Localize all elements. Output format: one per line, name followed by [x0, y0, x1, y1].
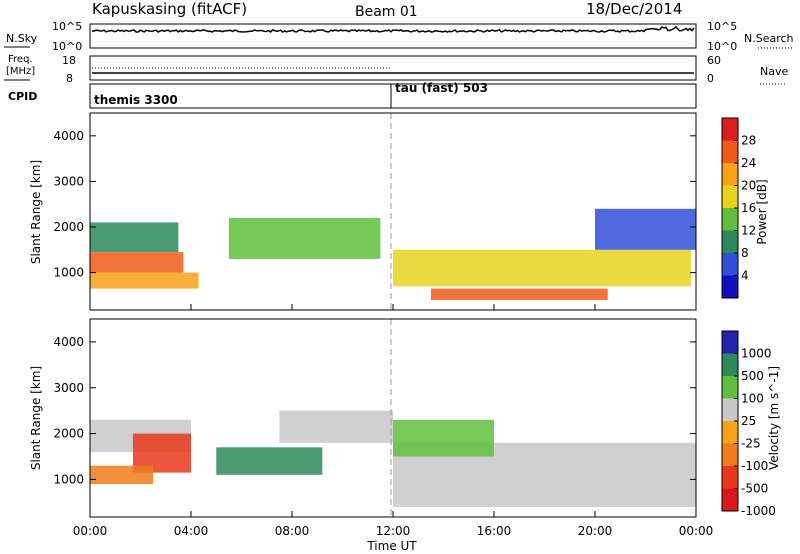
y-tick-label: 2000: [53, 220, 84, 234]
colorbar-tick-label: -100: [741, 459, 768, 473]
nave-tick-bottom: 0: [707, 72, 714, 85]
freq-label: Freq.: [8, 54, 33, 65]
colorbar-tick-label: 8: [741, 246, 749, 260]
power-data-marks: [90, 208, 696, 300]
velocity-y-ticks: 1000 2000 3000 4000: [53, 335, 696, 486]
power-region-3: [228, 217, 381, 259]
nsky-panel-frame: [89, 23, 697, 49]
cpid-mode-1: themis 3300: [94, 93, 178, 107]
cpid-panel-frame: [89, 83, 697, 109]
power-region-0: [90, 252, 184, 273]
y-tick-label: 4000: [53, 335, 84, 349]
velocity-colorbar: 1000 500 100 25 -25 -100 -500 -1000: [721, 330, 776, 518]
y-tick-label: 3000: [53, 381, 84, 395]
colorbar-segment: [722, 118, 738, 141]
station-title: Kapuskasing (fitACF): [92, 0, 247, 18]
freq-panel-frame: [89, 55, 697, 81]
colorbar-segment: [722, 421, 738, 444]
x-tick-label: 00:00: [73, 524, 108, 538]
colorbar-segment: [722, 185, 738, 208]
colorbar-tick-label: -500: [741, 482, 768, 496]
colorbar-tick-label: 28: [741, 134, 756, 148]
x-tick-label: 20:00: [578, 524, 613, 538]
nave-tick-top: 60: [707, 54, 721, 67]
colorbar-segment: [722, 398, 738, 421]
x-tick-label: 08:00: [275, 524, 310, 538]
colorbar-tick-label: 20: [741, 179, 756, 193]
velocity-data-marks: [90, 410, 696, 507]
nsearch-tick-top: 10^5: [707, 20, 737, 33]
y-tick-label: 2000: [53, 427, 84, 441]
cpid-label: CPID: [8, 90, 37, 103]
colorbar-tick-label: 500: [741, 369, 764, 383]
power-colorbar-label: Power [dB]: [755, 179, 769, 244]
power-region-5: [430, 288, 608, 300]
cpid-mode-2: tau (fast) 503: [395, 81, 488, 95]
colorbar-segment: [722, 353, 738, 376]
colorbar-tick-label: 12: [741, 224, 756, 238]
colorbar-segment: [722, 140, 738, 163]
time-axis-label: Time UT: [366, 539, 417, 553]
velocity-region-3: [216, 447, 323, 475]
beam-label: Beam 01: [355, 4, 418, 20]
freq-tick-top: 18: [62, 54, 76, 67]
velocity-region-4: [279, 410, 393, 443]
power-region-2: [90, 222, 179, 252]
colorbar-tick-label: 1000: [741, 347, 772, 361]
colorbar-segment: [722, 253, 738, 276]
velocity-region-6: [393, 419, 494, 457]
nsky-series-line: [91, 25, 695, 34]
y-tick-label: 1000: [53, 266, 84, 280]
power-panel: 1000 2000 3000 4000 Slant Range [km] 4 8 12 16…: [29, 112, 769, 311]
colorbar-tick-label: 16: [741, 201, 756, 215]
colorbar-segment: [722, 376, 738, 399]
velocity-colorbar-label: Velocity [m s^-1]: [767, 366, 781, 470]
power-region-4: [393, 249, 691, 287]
x-tick-label: 04:00: [174, 524, 209, 538]
x-tick-label: 12:00: [376, 524, 411, 538]
colorbar-tick-label: 100: [741, 392, 764, 406]
colorbar-tick-label: -1000: [741, 504, 776, 518]
power-region-6: [595, 208, 696, 250]
y-tick-label: 1000: [53, 472, 84, 486]
colorbar-tick-label: 4: [741, 269, 749, 283]
colorbar-segment: [722, 466, 738, 489]
nsky-tick-bottom: 10^0: [52, 40, 82, 53]
y-tick-label: 3000: [53, 174, 84, 188]
nave-label: Nave: [760, 65, 788, 78]
colorbar-segment: [722, 331, 738, 354]
x-tick-label: 16:00: [477, 524, 512, 538]
nsky-tick-top: 10^5: [52, 20, 82, 33]
power-colorbar: 4 8 12 16 20 24 28: [721, 117, 756, 299]
colorbar-tick-label: -25: [741, 437, 761, 451]
velocity-panel: 1000 2000 3000 4000 Slant Range [km] 1000 50…: [29, 318, 781, 518]
nsearch-label: N.Search: [744, 32, 794, 45]
colorbar-tick-label: 25: [741, 414, 756, 428]
nsky-label: N.Sky: [6, 32, 38, 45]
freq-unit-label: [MHz]: [6, 66, 35, 77]
colorbar-segment: [722, 443, 738, 466]
power-y-axis-label: Slant Range [km]: [29, 160, 43, 264]
time-axis-ticks: 00:00 04:00 08:00 12:00 16:00 20:00 00:00: [73, 304, 714, 538]
y-tick-label: 4000: [53, 129, 84, 143]
power-region-1: [90, 272, 199, 289]
colorbar-tick-label: 24: [741, 156, 756, 170]
velocity-region-2: [90, 465, 154, 484]
colorbar-segment: [722, 208, 738, 231]
colorbar-segment: [722, 275, 738, 298]
freq-tick-bottom: 8: [66, 72, 73, 85]
velocity-y-axis-label: Slant Range [km]: [29, 366, 43, 470]
x-tick-label: 00:00: [679, 524, 714, 538]
colorbar-segment: [722, 488, 738, 511]
date-label: 18/Dec/2014: [586, 0, 682, 18]
colorbar-segment: [722, 230, 738, 253]
nsearch-tick-bottom: 10^0: [707, 40, 737, 53]
colorbar-segment: [722, 163, 738, 186]
power-y-ticks: 1000 2000 3000 4000: [53, 129, 696, 280]
